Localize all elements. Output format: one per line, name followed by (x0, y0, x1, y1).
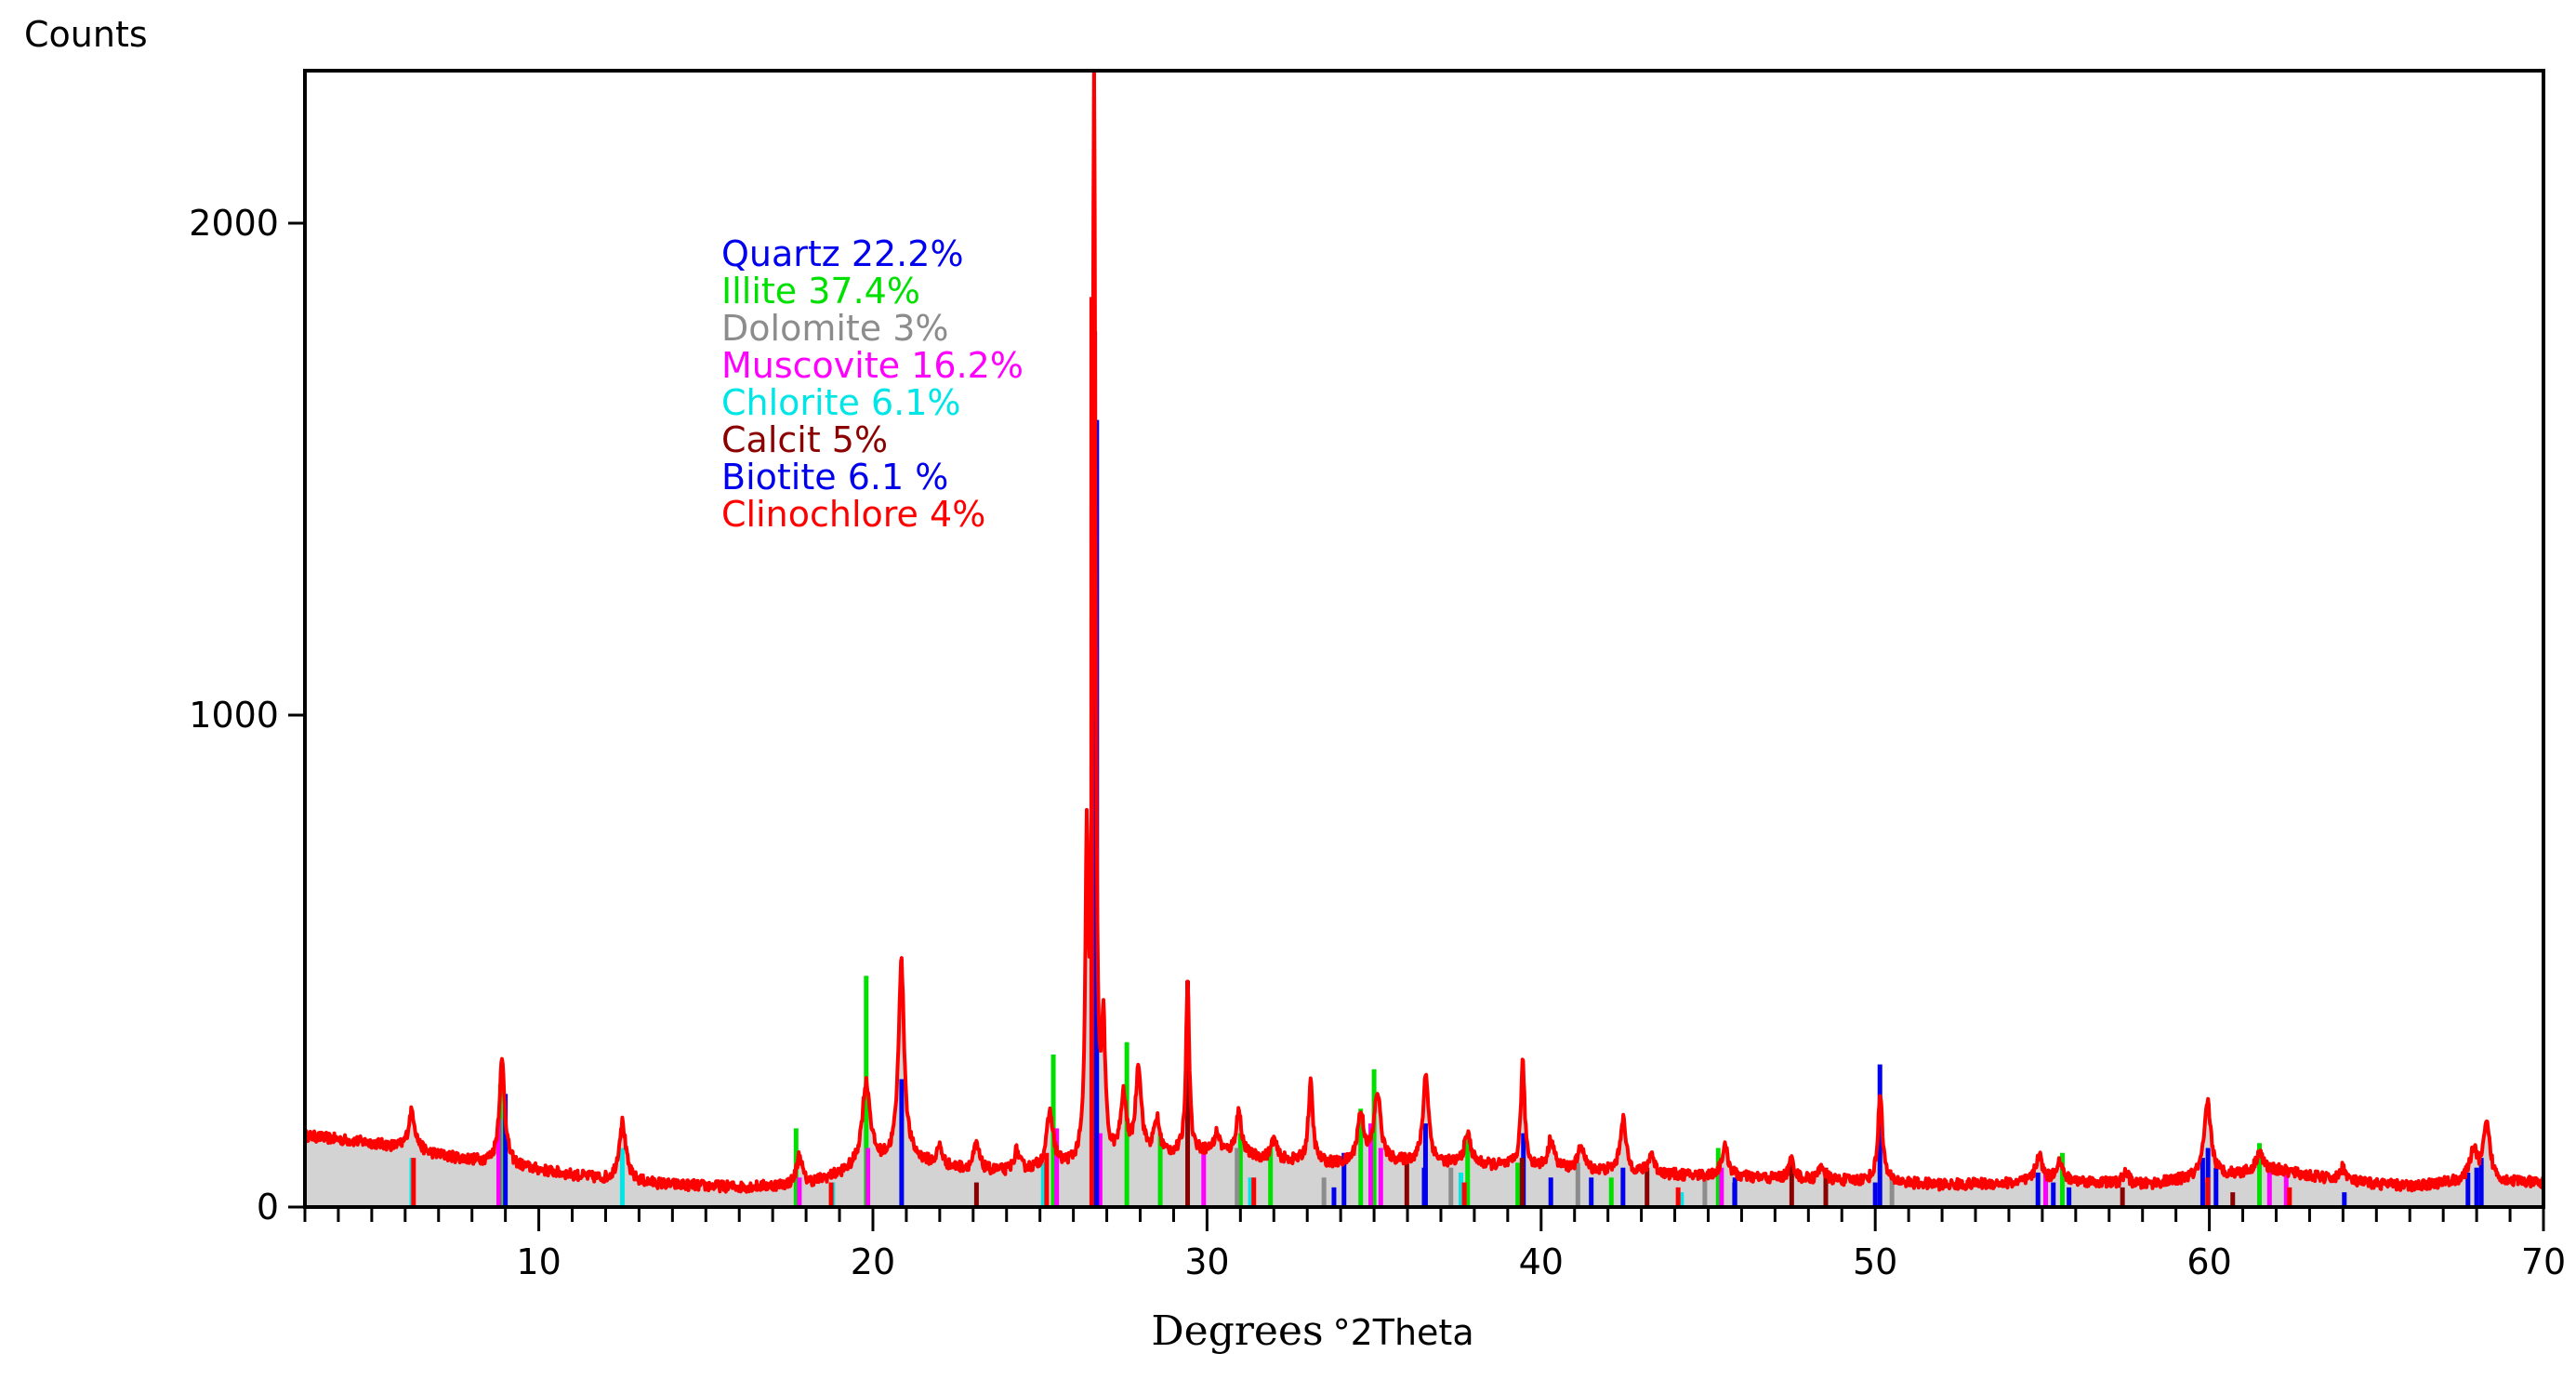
legend-entry: Biotite 6.1 % (721, 457, 948, 498)
legend-entry: Dolomite 3% (721, 308, 949, 349)
phase-clinochlore-sticks (411, 297, 2292, 1207)
x-axis-label-unit: °2Theta (1333, 1312, 1474, 1353)
pattern-line (305, 71, 2543, 1194)
x-tick-label: 30 (1184, 1241, 1229, 1282)
y-tick-label: 0 (257, 1187, 279, 1227)
pattern-fill (305, 71, 2543, 1207)
x-tick-label: 40 (1519, 1241, 1564, 1282)
y-tick-label: 2000 (189, 203, 279, 244)
plot-frame (303, 69, 2545, 1209)
legend: Quartz 22.2%Illite 37.4%Dolomite 3%Musco… (721, 233, 1024, 535)
legend-entry: Illite 37.4% (721, 271, 920, 312)
x-tick-label: 50 (1853, 1241, 1897, 1282)
legend-entry: Muscovite 16.2% (721, 345, 1024, 386)
plot-area (305, 71, 2543, 1207)
x-axis-label-main: Degrees (1151, 1307, 1323, 1355)
phase-dolomite-sticks (1235, 1148, 1895, 1207)
x-tick-label: 10 (516, 1241, 561, 1282)
y-tick-label: 1000 (189, 695, 279, 736)
axis-ticks: 10 20 30 40 50 60 70 0 1000 2000 (189, 203, 2566, 1282)
x-tick-label: 60 (2186, 1241, 2231, 1282)
legend-entry: Chlorite 6.1% (721, 382, 961, 423)
x-axis-label: Degrees °2Theta (1151, 1307, 1473, 1355)
x-tick-label: 70 (2521, 1241, 2566, 1282)
y-axis-label: Counts (24, 14, 148, 55)
legend-entry: Clinochlore 4% (721, 494, 985, 535)
legend-entry: Calcit 5% (721, 419, 888, 460)
x-tick-label: 20 (851, 1241, 895, 1282)
phase-biotite-sticks (503, 419, 2479, 1207)
legend-entry: Quartz 22.2% (721, 233, 964, 274)
